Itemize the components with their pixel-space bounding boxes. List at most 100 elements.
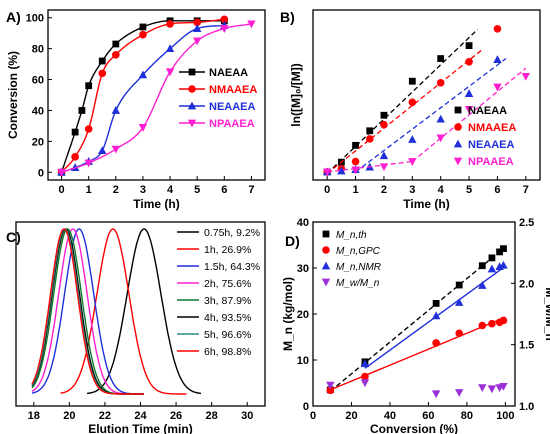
y-tick-label: 60: [32, 75, 44, 87]
data-point: [192, 24, 202, 32]
x-tick-label: 20: [345, 410, 357, 422]
x-tick-label: 2: [381, 184, 387, 196]
data-point: [499, 382, 508, 391]
data-point: [326, 386, 335, 395]
panel-label: D): [285, 233, 300, 249]
data-point: [352, 141, 359, 149]
x-axis-label: Conversion (%): [370, 422, 458, 434]
data-point: [111, 145, 121, 154]
plot-frame: [15, 221, 266, 407]
legend-label: 1.5h, 64.3%: [204, 261, 260, 273]
series-line: [61, 23, 252, 173]
data-point: [139, 30, 147, 39]
data-point: [408, 98, 417, 107]
legend-marker: [322, 230, 330, 238]
y-tick-label: 80: [32, 44, 44, 56]
legend-label: M_w/M_n: [336, 278, 380, 289]
legend-label: M_n,th: [336, 230, 367, 241]
data-point: [465, 58, 473, 66]
y-tick-label: 10: [297, 355, 309, 367]
x-tick-label: 18: [28, 410, 40, 422]
x-tick-label: 1: [353, 184, 359, 196]
data-point: [478, 384, 487, 392]
data-point: [521, 72, 531, 81]
y-right-tick-label: 2.5: [519, 217, 534, 229]
data-point: [379, 163, 389, 172]
data-point: [166, 20, 174, 28]
x-tick-label: 7: [248, 184, 254, 196]
legend-marker: [454, 123, 462, 131]
legend: NAEAA NMAAEA NEAAEA NPAAEA: [179, 67, 257, 130]
data-point: [437, 55, 445, 62]
data-point: [455, 298, 464, 306]
y-tick-label: 30: [297, 263, 309, 275]
x-tick-label: 80: [461, 410, 473, 422]
data-point: [499, 316, 508, 325]
data-point: [360, 359, 370, 368]
legend-label: NMAAEA: [468, 122, 516, 134]
data-point: [455, 389, 464, 397]
data-point: [98, 146, 107, 155]
data-point: [500, 245, 507, 253]
data-point: [379, 151, 389, 160]
y-tick-label: 20: [297, 309, 309, 321]
legend-marker: [322, 246, 330, 254]
fit-line: [326, 48, 484, 175]
legend-label: NPAAEA: [468, 156, 514, 168]
data-point: [493, 83, 502, 92]
x-tick-label: 22: [99, 410, 111, 422]
data-point: [111, 106, 121, 114]
data-point: [84, 159, 93, 168]
data-point: [499, 260, 508, 269]
data-point: [478, 281, 487, 289]
data-point: [493, 24, 502, 33]
legend-label: 2h, 75.6%: [204, 278, 251, 290]
x-tick-label: 28: [206, 410, 218, 422]
y-tick-label: 0: [303, 401, 309, 413]
legend-marker: [188, 68, 196, 76]
legend-label: NPAAEA: [209, 118, 255, 130]
fit-line: [329, 246, 506, 392]
y-right-tick-label: 1.0: [519, 401, 534, 413]
data-point: [478, 262, 486, 270]
data-point: [337, 166, 346, 175]
data-point: [380, 120, 388, 129]
legend-marker: [453, 157, 463, 166]
data-point: [408, 158, 417, 166]
x-tick-label: 3: [409, 184, 415, 196]
data-point: [408, 135, 417, 143]
data-point: [431, 311, 441, 320]
data-point: [193, 18, 201, 27]
x-tick-label: 4: [167, 184, 174, 196]
data-point: [488, 254, 496, 262]
gpc-trace: [60, 228, 187, 395]
y-right-tick-label: 2.0: [519, 278, 534, 290]
y-right-tick-label: 1.5: [519, 340, 534, 352]
data-point: [71, 153, 79, 161]
x-tick-label: 26: [170, 410, 182, 422]
data-point: [351, 157, 360, 166]
legend-label: NEAAEA: [468, 139, 515, 151]
legend-marker: [321, 278, 331, 287]
y-axis-label: Conversion (%): [6, 51, 20, 139]
y-tick-label: 40: [32, 105, 44, 117]
x-tick-label: 0: [310, 410, 316, 422]
legend-marker: [187, 119, 197, 128]
legend-label: NEAAEA: [209, 101, 256, 113]
x-tick-label: 5: [194, 184, 200, 196]
data-point: [464, 106, 474, 114]
series-line: [61, 24, 225, 173]
gpc-trace: [87, 228, 202, 395]
data-point: [138, 124, 148, 132]
x-axis-label: Time (h): [403, 197, 449, 211]
panel-label: B): [280, 9, 295, 25]
x-tick-label: 4: [438, 184, 445, 196]
legend-marker: [321, 261, 331, 270]
data-point: [408, 77, 416, 85]
data-point: [436, 114, 445, 123]
data-point: [220, 25, 229, 33]
data-point: [496, 248, 504, 256]
data-point: [436, 79, 445, 87]
fit-line: [330, 316, 506, 391]
panel-label: C): [6, 229, 21, 245]
